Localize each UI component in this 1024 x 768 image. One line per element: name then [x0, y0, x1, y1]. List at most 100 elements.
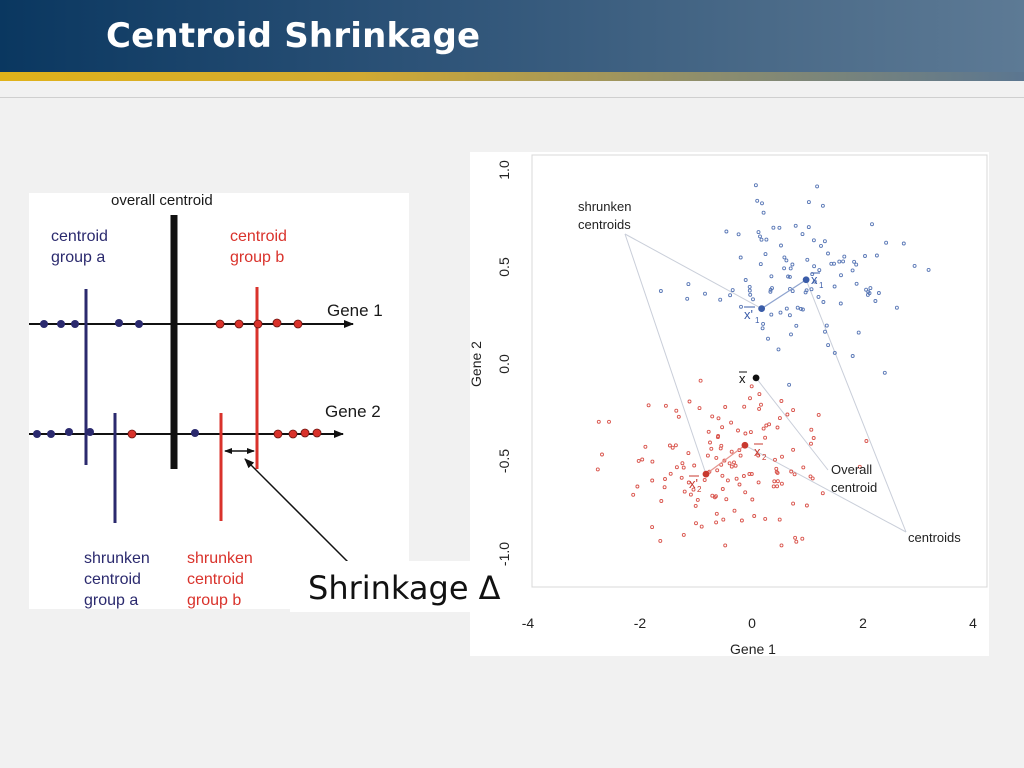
gene2-point-a [65, 428, 73, 436]
x-tick-label: 0 [748, 615, 756, 631]
scatter-point-series-1 [800, 232, 805, 237]
scatter-point-series-1 [658, 289, 663, 293]
scatter-point-series-1 [876, 291, 881, 295]
y-tick-label: -0.5 [496, 449, 512, 473]
plot-frame [531, 154, 988, 588]
scatter-point-series-2 [715, 468, 720, 473]
scatter-point-series-2 [724, 497, 729, 502]
scatter-point-series-2 [757, 392, 762, 397]
scatter-point-series-1 [812, 279, 817, 284]
scatter-point-series-2 [811, 436, 816, 440]
leader-line [744, 444, 907, 533]
scatter-point-series-1 [747, 284, 752, 289]
scatter-point-series-1 [764, 237, 769, 242]
scatter-point-series-1 [753, 183, 758, 188]
scatter-point-series-1 [901, 241, 906, 246]
scatter-point-series-2 [695, 497, 700, 502]
gene2-point-b [273, 429, 283, 439]
scatter-point-series-2 [864, 439, 869, 443]
scatter-point-series-1 [817, 268, 822, 273]
scatter-point-series-1 [686, 282, 691, 287]
scatter-point-series-2 [723, 543, 728, 548]
scatter-point-series-1 [730, 288, 735, 293]
scatter-point-series-2 [646, 403, 651, 408]
scatter-point-series-1 [790, 289, 795, 294]
title-bar [0, 0, 1024, 80]
scatter-point-series-1 [739, 304, 743, 309]
xbar2-label: x [754, 444, 761, 459]
scatter-point-series-1 [793, 223, 798, 228]
scatter-point-series-2 [794, 539, 799, 544]
scatter-point-series-1 [758, 262, 763, 267]
scatter-point-series-2 [791, 447, 796, 452]
scatter-point-series-1 [770, 286, 774, 291]
scatter-point-series-1 [769, 274, 774, 279]
gene1-point-b [253, 319, 263, 329]
scatter-point-series-2 [697, 406, 702, 411]
scatter-point-series-2 [687, 399, 692, 404]
scatter-point-series-1 [703, 291, 707, 296]
scatter-point-series-2 [659, 499, 664, 503]
gene1-point-a [115, 319, 123, 327]
scatter-point-series-1 [816, 294, 821, 299]
scatter-point-series-2 [747, 472, 752, 476]
scatter-point-series-1 [768, 289, 773, 294]
x-axis-title: Gene 1 [730, 641, 776, 656]
scatter-point-series-2 [676, 414, 681, 419]
scatter-point-series-1 [736, 232, 741, 237]
scatter-point-series-1 [800, 307, 805, 312]
scatter-point-series-2 [771, 484, 776, 489]
scatter-point-series-1 [854, 281, 859, 286]
scatter-point-series-2 [721, 517, 726, 522]
shrink-connector-1 [761, 279, 807, 310]
scatter-point-series-1 [882, 370, 887, 375]
scatter-point-series-2 [650, 478, 655, 483]
scatter-point-series-1 [811, 238, 816, 243]
scatter-point-series-1 [771, 225, 776, 230]
overall-centroid-point [752, 374, 760, 382]
scatter-point-series-1 [884, 240, 889, 245]
scatter-point-series-1 [820, 203, 825, 208]
gene1-point-b [215, 319, 225, 329]
scatter-point-series-1 [724, 229, 729, 234]
gene2-point-a [47, 430, 55, 438]
scatter-point-series-2 [650, 459, 655, 464]
x-tick-label: -4 [522, 615, 535, 631]
scatter-point-series-2 [729, 420, 734, 425]
scatter-point-series-1 [894, 305, 899, 310]
scatter-point-series-2 [694, 521, 698, 526]
scatter-point-series-1 [787, 313, 792, 318]
shrunken-b-label-3: group b [187, 592, 241, 609]
scatter-point-series-2 [663, 477, 667, 481]
centroid-b-label-2: group b [230, 249, 284, 266]
scatter-point-series-1 [718, 297, 723, 302]
scatter-point-series-1 [761, 321, 766, 326]
scatter-point-series-2 [800, 536, 805, 541]
scatter-point-series-2 [857, 464, 862, 469]
centroid-2-point [741, 441, 749, 449]
scatter-point-series-1 [685, 296, 690, 301]
scatter-point-series-2 [749, 384, 754, 389]
y-tick-label: 1.0 [496, 160, 512, 180]
scatter-point-series-2 [774, 469, 779, 474]
scatter-point-series-2 [777, 517, 782, 522]
scatter-point-series-1 [850, 354, 855, 358]
shrunken-a-label-2: centroid [84, 571, 141, 588]
scatter-point-series-1 [912, 263, 917, 268]
scatter-point-series-2 [729, 464, 734, 469]
shrunken-centroid-2-point [702, 470, 710, 478]
centroid-a-label-1: centroid [51, 228, 108, 245]
scatter-point-series-2 [710, 414, 715, 419]
scatter-point-series-1 [854, 262, 859, 267]
scatter-point-series-1 [748, 292, 753, 297]
gene1-point-a [71, 320, 79, 328]
scatter-point-series-2 [748, 430, 753, 435]
xbar1-sub: 1 [819, 281, 824, 290]
shrinkage-label: Shrinkage Δ [308, 569, 501, 607]
scatter-point-series-1 [779, 243, 783, 248]
scatter-point-series-2 [706, 429, 711, 434]
leader-line [805, 279, 907, 533]
scatter-point-series-2 [720, 487, 725, 491]
scatter-point-series-2 [810, 476, 815, 481]
scatter-point-series-2 [791, 501, 796, 506]
